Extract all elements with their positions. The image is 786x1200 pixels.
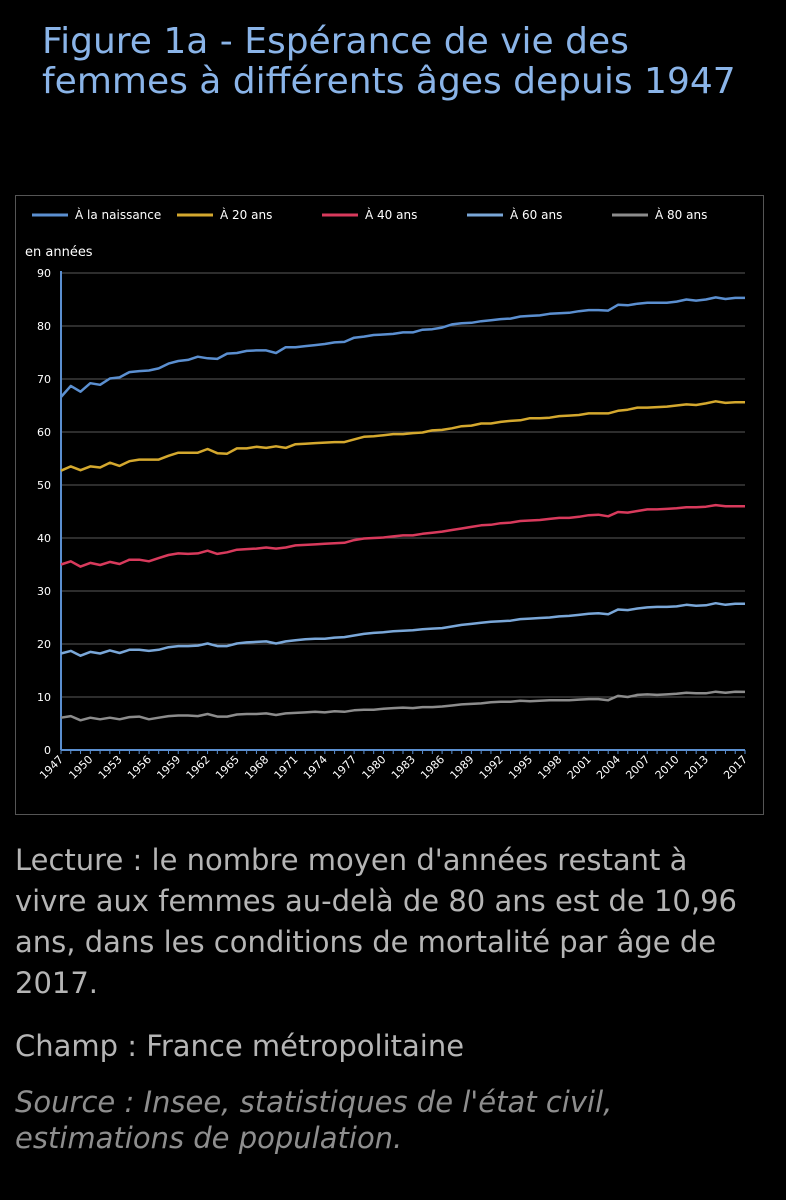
x-tick-label: 1962 bbox=[184, 753, 213, 782]
x-tick-label: 1953 bbox=[96, 753, 125, 782]
x-tick-label: 1971 bbox=[272, 753, 301, 782]
x-tick-label: 1959 bbox=[154, 753, 183, 782]
series-line-3 bbox=[60, 503, 745, 568]
y-axis-label: en années bbox=[25, 245, 93, 260]
y-tick-label: 60 bbox=[37, 426, 51, 439]
legend-item-3: À 40 ans bbox=[322, 207, 417, 222]
legend-label: À 60 ans bbox=[510, 207, 562, 222]
legend-item-5: À 80 ans bbox=[612, 207, 707, 222]
x-tick-label: 1989 bbox=[448, 753, 477, 782]
chart-frame: 0 10 20 30 40 50 60 70 80 90 1947 1950 1953 1956 1959 1… bbox=[15, 195, 764, 815]
y-tick-label: 20 bbox=[37, 638, 51, 651]
x-tick-label: 1980 bbox=[360, 753, 389, 782]
x-tick-label: 1992 bbox=[477, 753, 506, 782]
x-tick-label: 2017 bbox=[721, 753, 750, 782]
series-line-1 bbox=[60, 296, 745, 398]
y-tick-label: 40 bbox=[37, 532, 51, 545]
x-tick-label: 1986 bbox=[418, 753, 447, 782]
x-tick-label: 1968 bbox=[242, 753, 271, 782]
scope-note: Champ : France métropolitaine bbox=[15, 1029, 465, 1063]
x-tick-label: 1965 bbox=[213, 753, 242, 782]
series-line-4 bbox=[60, 601, 745, 657]
x-tick-label: 2010 bbox=[653, 753, 682, 782]
x-tick-label: 1974 bbox=[301, 753, 330, 782]
y-tick-label: 30 bbox=[37, 585, 51, 598]
legend-label: À la naissance bbox=[75, 207, 161, 222]
x-tick-label: 1983 bbox=[389, 753, 418, 782]
y-tick-label: 10 bbox=[37, 691, 51, 704]
x-tick-label: 2007 bbox=[623, 753, 652, 782]
source-note: Source : Insee, statistiques de l'état c… bbox=[15, 1085, 613, 1155]
legend-label: À 20 ans bbox=[220, 207, 272, 222]
series-lines bbox=[60, 296, 746, 722]
y-tick-label: 90 bbox=[37, 267, 51, 280]
x-tick-label: 1950 bbox=[66, 753, 95, 782]
x-tick-label: 2013 bbox=[682, 753, 711, 782]
y-tick-label: 50 bbox=[37, 479, 51, 492]
series-line-5 bbox=[60, 690, 746, 722]
y-tick-label: 80 bbox=[37, 320, 51, 333]
legend-item-1: À la naissance bbox=[32, 207, 161, 222]
x-tick-label: 1947 bbox=[37, 753, 66, 782]
legend: À la naissance À 20 ans À 40 ans À 60 ans À … bbox=[32, 207, 707, 222]
x-tick-label: 1977 bbox=[330, 753, 359, 782]
x-tick-label: 1956 bbox=[125, 753, 154, 782]
x-tick-label: 1995 bbox=[506, 753, 535, 782]
x-tick-label: 2004 bbox=[594, 753, 623, 782]
series-line-2 bbox=[60, 400, 745, 472]
x-tick-label: 2001 bbox=[565, 753, 594, 782]
y-tick-label: 70 bbox=[37, 373, 51, 386]
gridlines bbox=[61, 272, 745, 751]
y-tick-label: 0 bbox=[44, 744, 51, 757]
reading-note: Lecture : le nombre moyen d'années resta… bbox=[15, 843, 737, 1000]
legend-item-2: À 20 ans bbox=[177, 207, 272, 222]
page-title: Figure 1a - Espérance de vie des femmes … bbox=[42, 21, 736, 102]
legend-label: À 40 ans bbox=[365, 207, 417, 222]
x-tick-label: 1998 bbox=[535, 753, 564, 782]
legend-item-4: À 60 ans bbox=[467, 207, 562, 222]
legend-label: À 80 ans bbox=[655, 207, 707, 222]
